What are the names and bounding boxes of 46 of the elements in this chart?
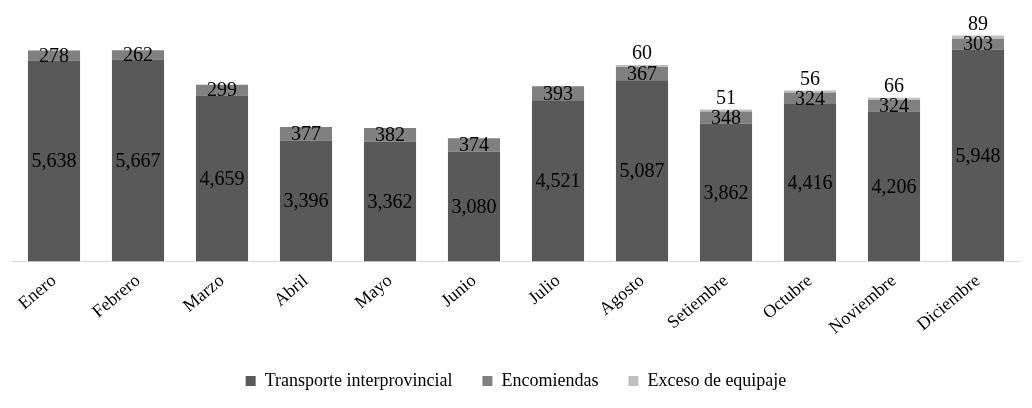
data-label: 324	[879, 94, 909, 117]
data-label: 5,638	[31, 149, 77, 172]
legend-label: Encomiendas	[501, 369, 599, 390]
data-label: 3,396	[283, 189, 329, 212]
data-label: 66	[884, 73, 904, 96]
data-label: 60	[632, 41, 652, 64]
data-label: 4,521	[535, 169, 581, 192]
data-label: 5,667	[115, 148, 161, 171]
bar	[615, 80, 669, 262]
bar	[699, 123, 753, 262]
bar	[27, 60, 81, 262]
data-label: 5,948	[955, 143, 1001, 166]
data-label: 303	[963, 32, 993, 55]
bar	[951, 49, 1005, 262]
data-label: 382	[375, 123, 405, 146]
data-label: 374	[459, 133, 489, 156]
data-label: 262	[123, 43, 153, 66]
data-label: 324	[795, 86, 825, 109]
bar	[195, 95, 249, 262]
data-label: 278	[39, 43, 69, 66]
data-label: 367	[627, 61, 657, 84]
x-tick-label: Julio	[523, 270, 564, 308]
data-label: 3,362	[367, 189, 413, 212]
bar	[531, 100, 585, 262]
bar	[363, 141, 417, 262]
legend-label: Exceso de equipaje	[647, 369, 787, 390]
x-tick-label: Junio	[436, 270, 480, 311]
data-label: 5,087	[619, 159, 665, 182]
legend-label: Transporte interprovincial	[264, 369, 453, 390]
bar	[111, 59, 165, 262]
data-label: 89	[968, 11, 988, 34]
data-label: 4,206	[871, 174, 917, 197]
data-label: 348	[711, 105, 741, 128]
data-label: 393	[543, 81, 573, 104]
data-label: 3,862	[703, 180, 749, 203]
bar	[783, 104, 837, 262]
data-label: 299	[207, 78, 237, 101]
data-label: 51	[716, 85, 736, 108]
data-label: 56	[800, 66, 820, 89]
data-label: 4,416	[787, 170, 833, 193]
bar	[447, 151, 501, 262]
bar	[867, 111, 921, 262]
data-label: 4,659	[199, 166, 245, 189]
data-label: 3,080	[451, 194, 497, 217]
bar	[279, 140, 333, 262]
data-label: 377	[291, 121, 321, 144]
